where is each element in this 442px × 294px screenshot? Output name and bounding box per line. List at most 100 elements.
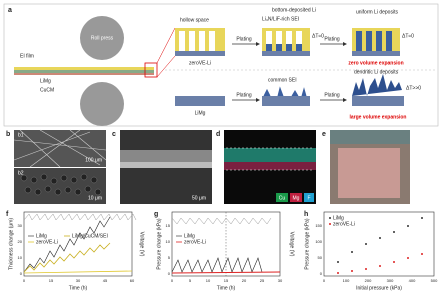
legend: LiMg bbox=[184, 233, 195, 239]
panel-d: d Cu Mg F bbox=[216, 130, 316, 204]
slab bbox=[262, 96, 310, 106]
panel-e: e bbox=[322, 130, 410, 204]
label: zero volume expansion bbox=[348, 60, 403, 66]
label: EI film bbox=[20, 53, 34, 59]
x-axis-label: Initial pressure (kPa) bbox=[356, 285, 402, 291]
panel-label: f bbox=[6, 211, 9, 218]
zoom-line bbox=[156, 55, 176, 78]
label: Plating bbox=[324, 36, 340, 42]
label: Li₃N/LiF-rich SEI bbox=[262, 16, 299, 22]
y-tick-label: 100 bbox=[315, 239, 322, 244]
x-tick-label: 15 bbox=[49, 278, 54, 283]
slab bbox=[175, 96, 225, 106]
x-tick-label: 15 bbox=[224, 278, 229, 283]
legend: zeroVE-Li bbox=[333, 221, 355, 227]
panel-b: b b1 100 μm b2 10 μm bbox=[6, 129, 107, 204]
panel-f: f LiMg LiMg/CuCM/SEI zeroVE-Li Time (h) … bbox=[6, 211, 145, 291]
legend: LiMg bbox=[36, 233, 47, 239]
roller bbox=[80, 16, 124, 60]
label: ΔT≈0 bbox=[402, 33, 414, 39]
axes bbox=[23, 211, 133, 277]
y-axis-label: Thickness change (μm) bbox=[8, 218, 14, 270]
panel-label: g bbox=[154, 211, 158, 218]
legend: zeroVE-Li bbox=[36, 239, 58, 245]
label: ΔT≈0 bbox=[312, 33, 324, 39]
y-tick-label: 30 bbox=[18, 223, 23, 228]
axes bbox=[323, 211, 435, 277]
slab bbox=[352, 96, 404, 106]
panel-label: b bbox=[6, 131, 10, 138]
x-axis-label: Time (h) bbox=[69, 285, 88, 291]
film bbox=[14, 70, 154, 73]
label: hollow space bbox=[180, 17, 209, 23]
label: dendritic Li deposits bbox=[354, 69, 399, 75]
scale-bar: 50 μm bbox=[192, 195, 206, 201]
legend: Mg bbox=[293, 195, 300, 201]
label: Plating bbox=[236, 92, 252, 98]
y-axis-label: Pressure change (kPa) bbox=[304, 218, 310, 269]
legend: LiMg bbox=[333, 215, 344, 221]
x-tick-label: 0 bbox=[323, 278, 326, 283]
label: Plating bbox=[324, 92, 340, 98]
x-tick-label: 0 bbox=[23, 278, 26, 283]
scale-bar: 100 μm bbox=[85, 157, 102, 163]
label: uniform Li deposits bbox=[356, 9, 398, 15]
label: zeroVE-Li bbox=[189, 60, 211, 66]
panel-a: a Roll press EI film LiMg CuCM hollow sp… bbox=[3, 3, 439, 127]
y-tick-label: 10 bbox=[166, 239, 171, 244]
x-tick-label: 5 bbox=[189, 278, 192, 283]
y-tick-label: 15 bbox=[166, 223, 171, 228]
y-tick-label: 0 bbox=[20, 271, 23, 276]
panel-label: c bbox=[112, 131, 116, 138]
label: ΔT>>0 bbox=[406, 85, 421, 91]
panel-g: g LiMg zeroVE-Li Time (h) Pressure chang… bbox=[154, 211, 295, 291]
legend: LiMg/CuCM/SEI bbox=[72, 233, 108, 239]
x-tick-label: 300 bbox=[387, 278, 394, 283]
x-tick-label: 30 bbox=[76, 278, 81, 283]
legend: F bbox=[307, 195, 310, 201]
x-tick-label: 60 bbox=[130, 278, 135, 283]
legend: Cu bbox=[279, 195, 286, 201]
y-tick-label: 50 bbox=[318, 255, 323, 260]
x-tick-label: 25 bbox=[260, 278, 265, 283]
film bbox=[14, 73, 154, 75]
x-tick-label: 0 bbox=[171, 278, 174, 283]
y-axis-label: Pressure change (kPa) bbox=[156, 218, 162, 269]
label: bottom-deposited Li bbox=[272, 7, 316, 13]
roll-press: Roll press bbox=[91, 35, 114, 41]
panel-h: h LiMg zeroVE-Li Initial pressure (kPa) … bbox=[304, 211, 435, 291]
zoom-box bbox=[144, 62, 158, 78]
y-tick-label: 5 bbox=[168, 255, 171, 260]
x-axis-label: Time (h) bbox=[217, 285, 236, 291]
label: CuCM bbox=[40, 87, 54, 93]
y2-axis-label: Voltage (V) bbox=[139, 232, 145, 257]
y2-axis-label: Voltage (V) bbox=[289, 232, 295, 257]
x-tick-label: 400 bbox=[409, 278, 416, 283]
legend: zeroVE-Li bbox=[184, 239, 206, 245]
panel-label: d bbox=[216, 131, 220, 138]
roller bbox=[80, 82, 124, 126]
zoom-line bbox=[156, 27, 176, 64]
x-tick-label: 100 bbox=[343, 278, 350, 283]
y-tick-label: 20 bbox=[18, 239, 23, 244]
label: LiMg bbox=[40, 78, 51, 84]
y-tick-label: 0 bbox=[168, 271, 171, 276]
x-tick-label: 500 bbox=[431, 278, 438, 283]
y-tick-label: 150 bbox=[315, 223, 322, 228]
panel-label: a bbox=[8, 7, 12, 14]
label: large volume expansion bbox=[350, 114, 407, 120]
x-tick-label: 45 bbox=[103, 278, 108, 283]
x-tick-label: 10 bbox=[206, 278, 211, 283]
y-tick-label: 10 bbox=[18, 255, 23, 260]
x-tick-label: 30 bbox=[278, 278, 283, 283]
sub-label: b1 bbox=[18, 132, 24, 138]
film bbox=[14, 67, 154, 70]
x-tick-label: 20 bbox=[242, 278, 247, 283]
panel-label: h bbox=[304, 211, 308, 218]
panel-label: e bbox=[322, 131, 326, 138]
scale-bar: 10 μm bbox=[88, 195, 102, 201]
y-tick-label: 0 bbox=[320, 271, 323, 276]
sub-label: b2 bbox=[18, 170, 24, 176]
panel-c: c 50 μm bbox=[112, 130, 212, 204]
